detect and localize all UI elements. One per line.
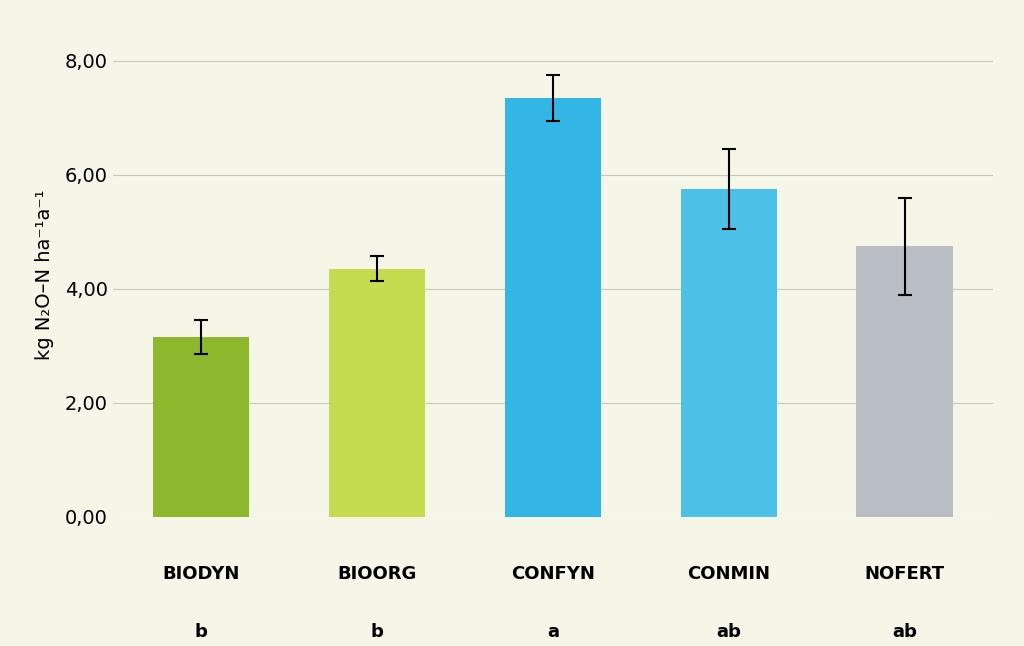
Bar: [329, 269, 425, 517]
Bar: [505, 98, 601, 517]
Bar: [153, 337, 250, 517]
Text: NOFERT: NOFERT: [865, 565, 945, 583]
Text: CONMIN: CONMIN: [687, 565, 770, 583]
Y-axis label: kg N₂O–N ha⁻¹a⁻¹: kg N₂O–N ha⁻¹a⁻¹: [35, 189, 53, 360]
Text: a: a: [547, 623, 559, 641]
Text: ab: ab: [717, 623, 741, 641]
Bar: [681, 189, 777, 517]
Text: CONFYN: CONFYN: [511, 565, 595, 583]
Bar: [856, 246, 953, 517]
Text: BIOORG: BIOORG: [337, 565, 417, 583]
Text: ab: ab: [893, 623, 918, 641]
Text: b: b: [195, 623, 208, 641]
Text: b: b: [371, 623, 383, 641]
Text: BIODYN: BIODYN: [163, 565, 240, 583]
